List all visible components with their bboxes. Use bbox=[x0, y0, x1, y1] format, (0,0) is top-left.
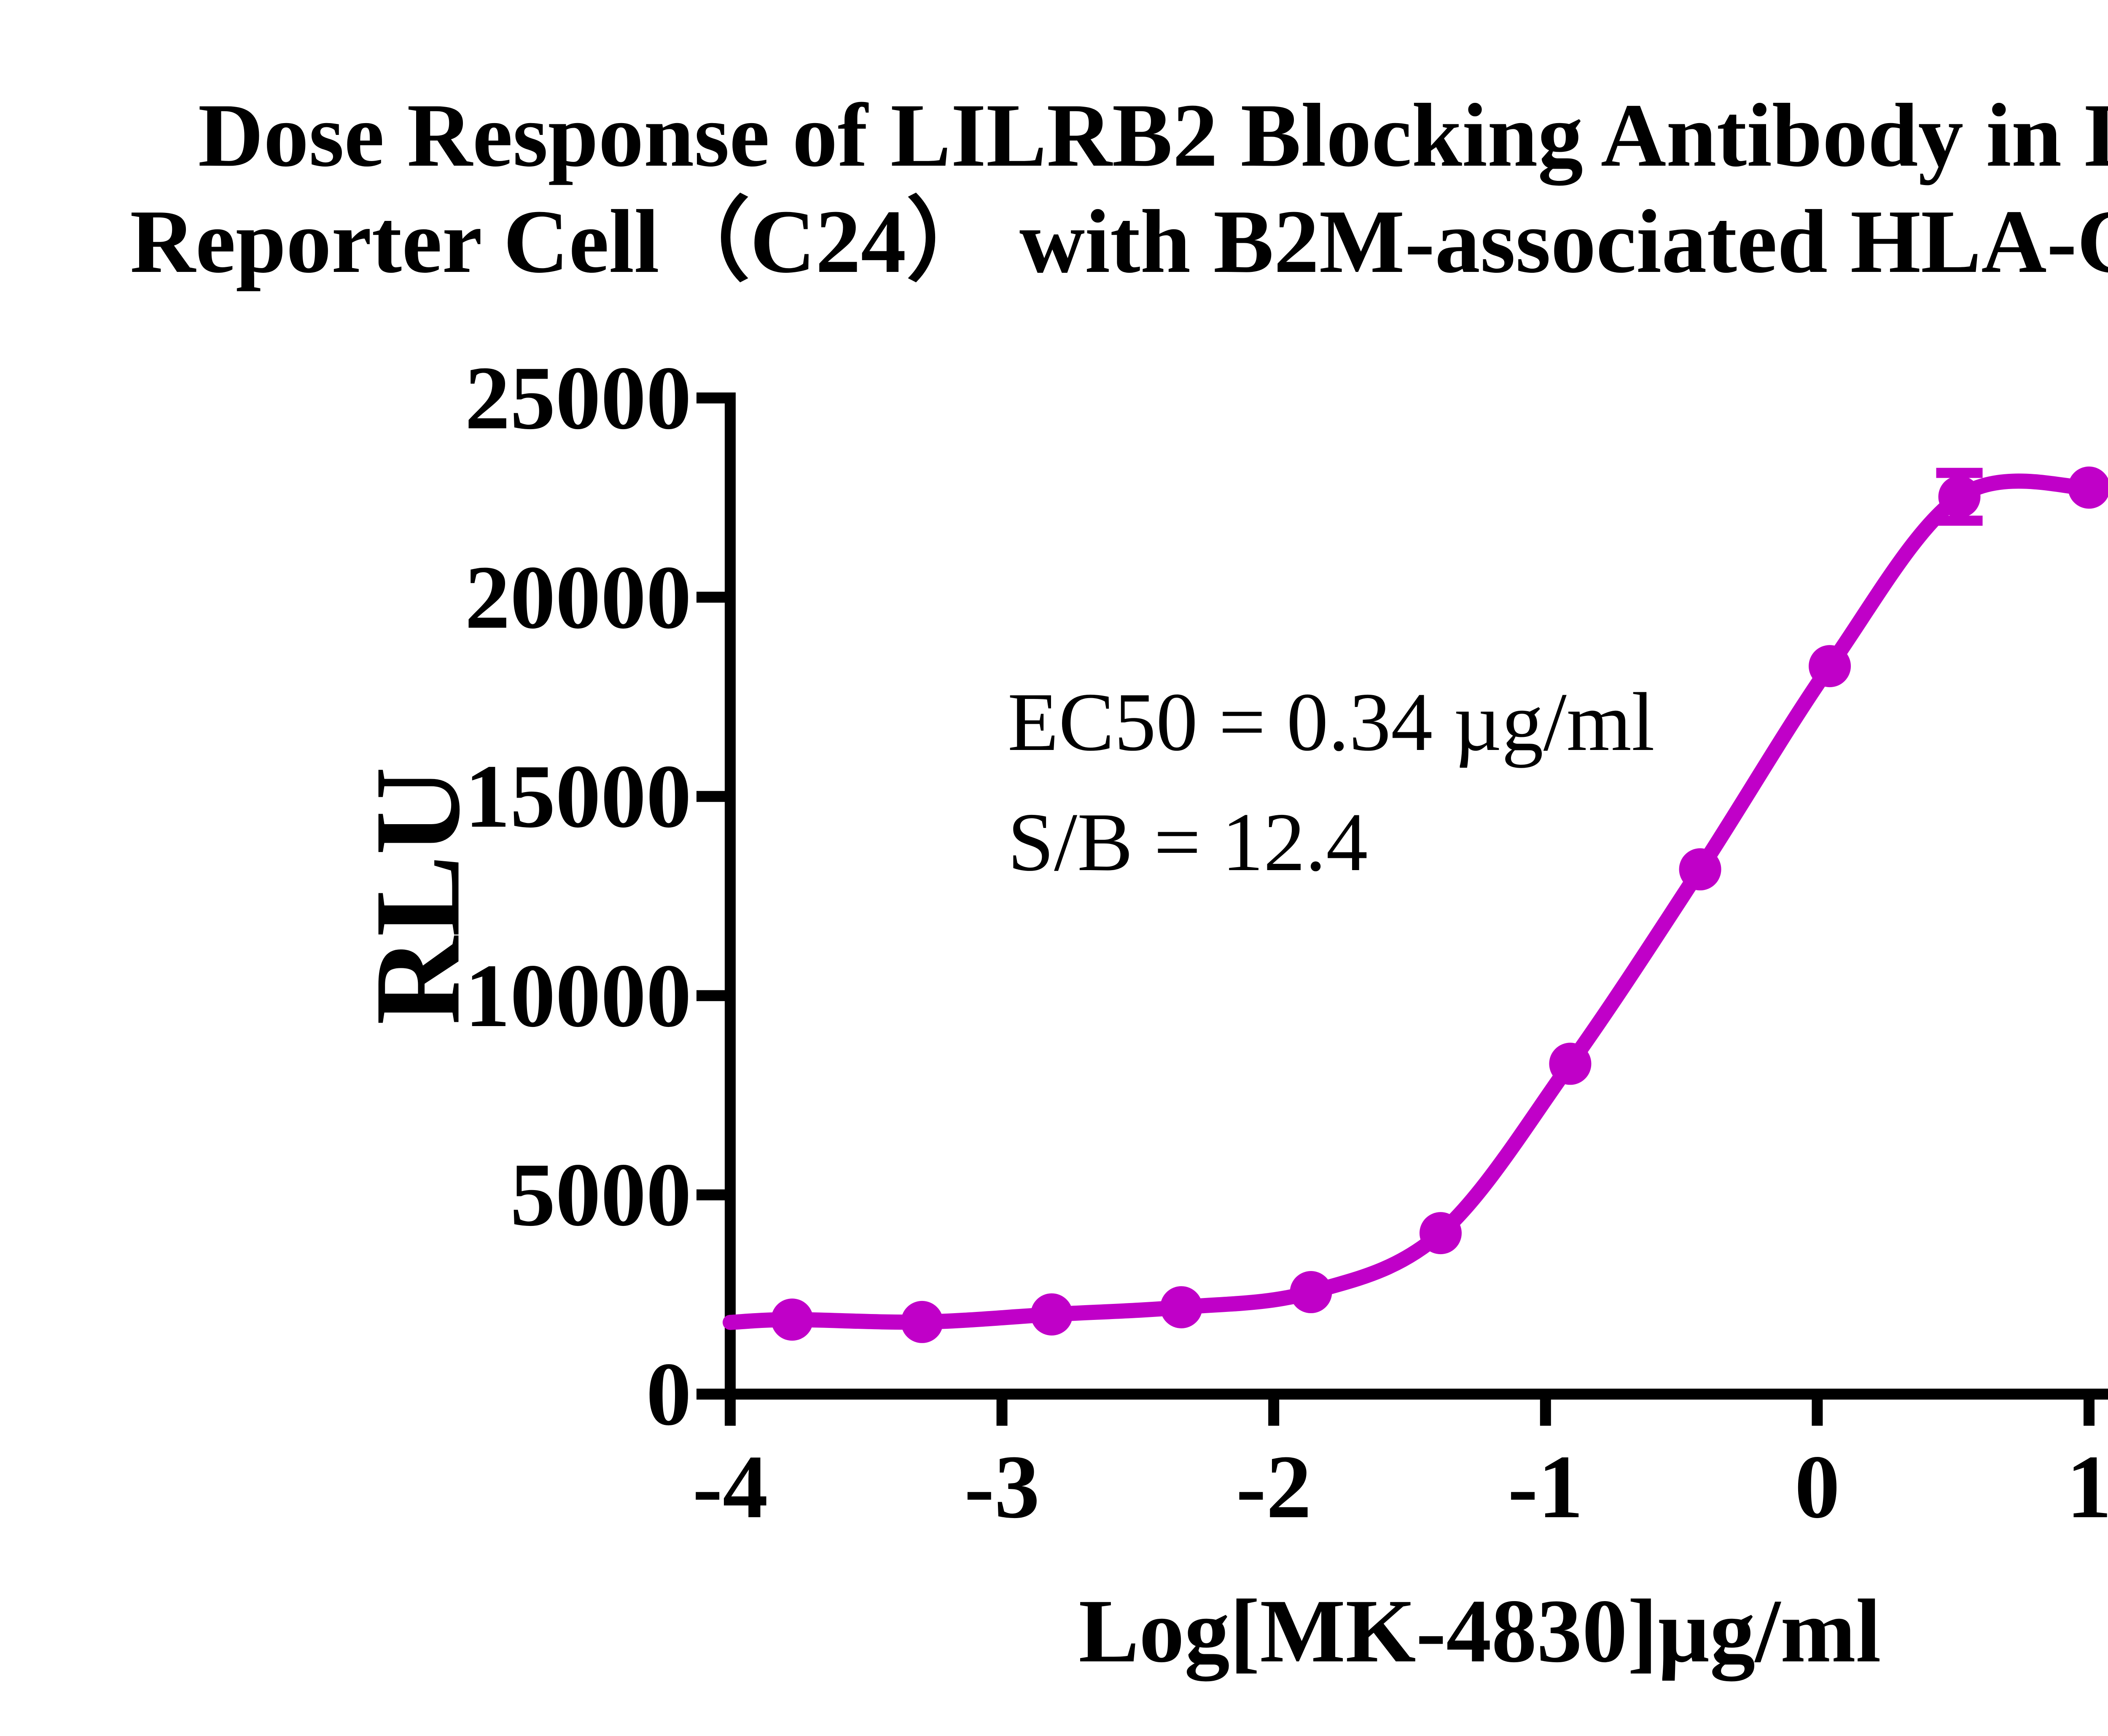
y-tick-label: 0 bbox=[646, 1344, 692, 1444]
data-point bbox=[2068, 466, 2108, 509]
chart-title: Dose Response of LILRB2 Blocking Antibod… bbox=[0, 82, 2108, 294]
x-tick-label: -4 bbox=[692, 1436, 768, 1537]
y-tick-label: 20000 bbox=[465, 546, 692, 648]
data-point bbox=[1938, 476, 1981, 518]
x-tick-label: -1 bbox=[1508, 1436, 1584, 1537]
fit-annotation: EC50 = 0.34 µg/ml S/B = 12.4 bbox=[1008, 662, 1655, 902]
x-tick-label: 1 bbox=[2066, 1436, 2108, 1537]
data-point bbox=[1549, 1043, 1592, 1085]
x-tick-label: 0 bbox=[1794, 1436, 1840, 1537]
data-point bbox=[1419, 1212, 1462, 1255]
x-axis-title: Log[MK-4830]µg/ml bbox=[1078, 1580, 1881, 1681]
y-tick-label: 5000 bbox=[510, 1144, 691, 1245]
data-point bbox=[901, 1301, 944, 1343]
y-tick-label: 25000 bbox=[465, 347, 692, 448]
data-point bbox=[1809, 645, 1851, 688]
data-point bbox=[1679, 848, 1721, 891]
chart-title-line1: Dose Response of LILRB2 Blocking Antibod… bbox=[198, 85, 2108, 185]
y-tick-label: 15000 bbox=[465, 746, 692, 847]
sb-value: S/B = 12.4 bbox=[1008, 796, 1368, 889]
chart-title-line2: Reporter Cell（C24） with B2M-associated H… bbox=[130, 191, 2108, 292]
data-point bbox=[1030, 1293, 1073, 1336]
data-point bbox=[771, 1298, 813, 1341]
y-tick-label: 10000 bbox=[465, 945, 692, 1046]
x-tick-label: -2 bbox=[1236, 1436, 1312, 1537]
data-point bbox=[1160, 1286, 1203, 1328]
data-point bbox=[1290, 1271, 1332, 1314]
x-tick-label: -3 bbox=[964, 1436, 1040, 1537]
ec50-value: EC50 = 0.34 µg/ml bbox=[1008, 676, 1655, 768]
